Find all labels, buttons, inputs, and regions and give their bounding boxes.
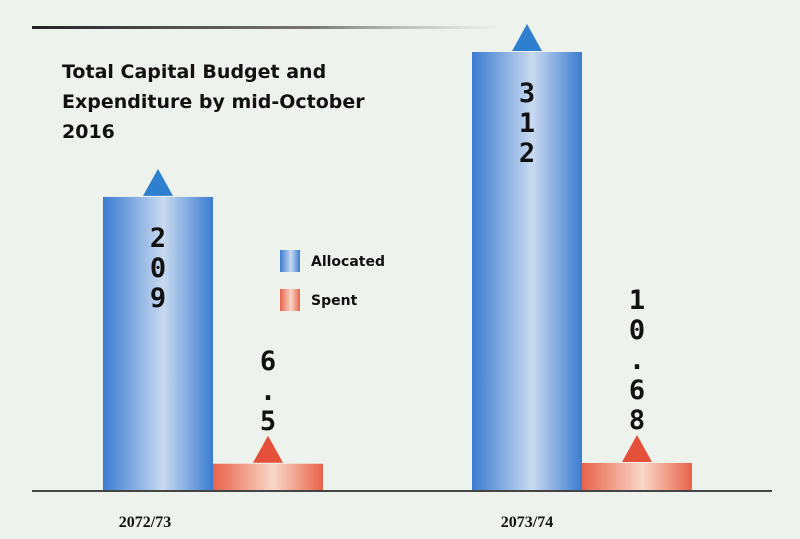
bar-allocated-2073-74	[472, 52, 582, 491]
legend-label-allocated: Allocated	[311, 254, 385, 270]
chart-title-line-2: Expenditure by mid-October	[62, 91, 365, 113]
arrow-marker-allocated-2073-74	[512, 24, 542, 51]
arrow-marker-allocated-2072-73	[143, 168, 173, 196]
category-label-2073-74: 2073/74	[501, 514, 553, 531]
legend-label-spent: Spent	[311, 293, 358, 309]
bars-group: 2 0 9 6. 5 3 1 2 1 0. 6 8	[103, 24, 692, 492]
decorative-top-rule	[32, 26, 502, 29]
bar-spent-2072-73	[213, 463, 323, 491]
bar-spent-2073-74	[582, 462, 692, 491]
legend: Allocated Spent	[280, 250, 385, 311]
legend-swatch-spent	[280, 289, 300, 311]
chart-title-line-3: 2016	[62, 121, 115, 143]
bar-allocated-2072-73	[103, 196, 213, 492]
arrow-marker-spent-2073-74	[622, 434, 652, 462]
category-label-2072-73: 2072/73	[119, 514, 171, 531]
arrow-marker-spent-2072-73	[253, 435, 283, 463]
chart-title-line-1: Total Capital Budget and	[62, 61, 326, 83]
data-label-spent-2072-73: 6.5	[260, 346, 276, 437]
legend-swatch-allocated	[280, 250, 300, 272]
